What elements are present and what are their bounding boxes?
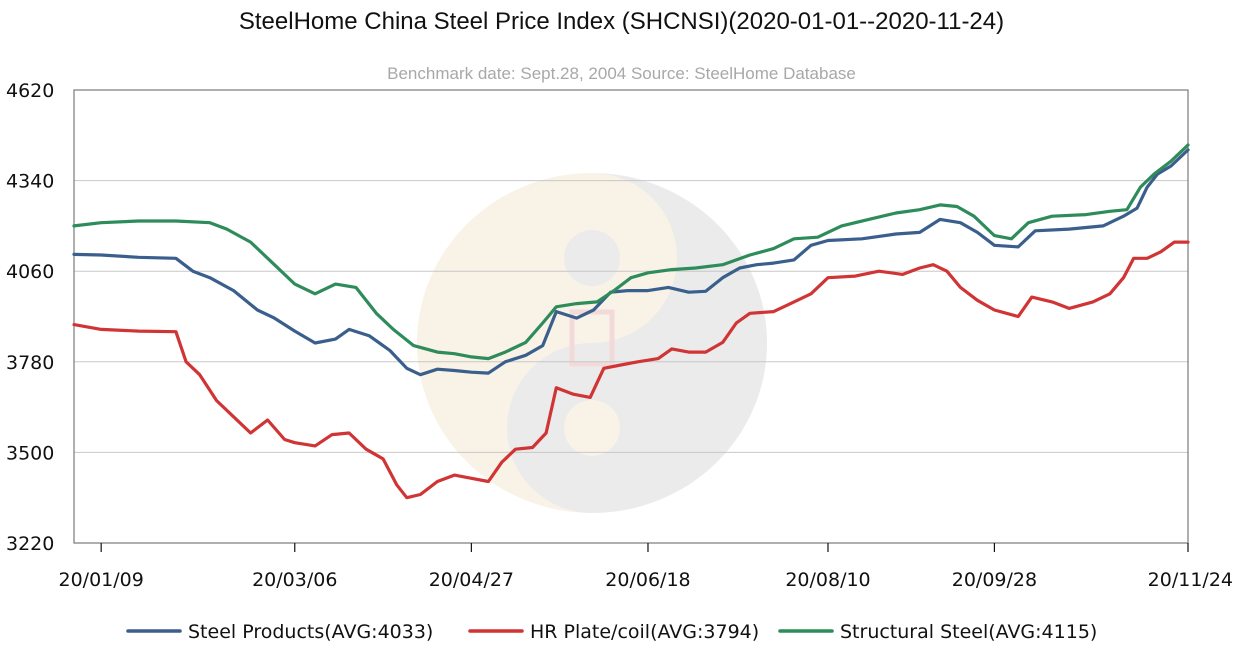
series-line-1: [72, 240, 1190, 500]
legend: Steel Products(AVG:4033) HR Plate/coil(AV…: [126, 621, 1097, 643]
y-tick-label: 4620: [6, 80, 54, 102]
plot-frame: [73, 89, 1189, 544]
x-tick-label: 20/03/06: [252, 569, 337, 591]
chart-title: SteelHome China Steel Price Index (SHCNS…: [238, 8, 1005, 35]
legend-label-1: HR Plate/coil(AVG:3794): [530, 621, 759, 643]
y-tick-label: 3220: [6, 533, 54, 555]
legend-label-0: Steel Products(AVG:4033): [188, 621, 433, 643]
x-tick-label: 20/01/09: [58, 569, 143, 591]
x-axis-ticks: 20/01/09 20/03/06 20/04/27 20/06/18 20/08/10…: [58, 543, 1233, 591]
x-tick-label: 20/06/18: [605, 569, 690, 591]
watermark-logo: [417, 173, 767, 513]
series-line-2: [72, 143, 1190, 361]
chart-subtitle: Benchmark date: Sept.28, 2004 Source: St…: [387, 64, 856, 83]
series-line-0: [72, 148, 1190, 377]
y-tick-label: 3500: [6, 442, 54, 464]
x-tick-label: 20/04/27: [429, 569, 514, 591]
y-axis-ticks: 4620 4340 4060 3780 3500 3220: [6, 80, 54, 555]
x-tick-label: 20/08/10: [785, 569, 870, 591]
x-tick-label: 20/11/24: [1148, 569, 1233, 591]
y-tick-label: 4060: [6, 261, 54, 283]
legend-label-2: Structural Steel(AVG:4115): [840, 621, 1097, 643]
x-tick-label: 20/09/28: [952, 569, 1037, 591]
series-lines: [72, 143, 1190, 500]
y-tick-label: 3780: [6, 352, 54, 374]
y-tick-label: 4340: [6, 171, 54, 193]
